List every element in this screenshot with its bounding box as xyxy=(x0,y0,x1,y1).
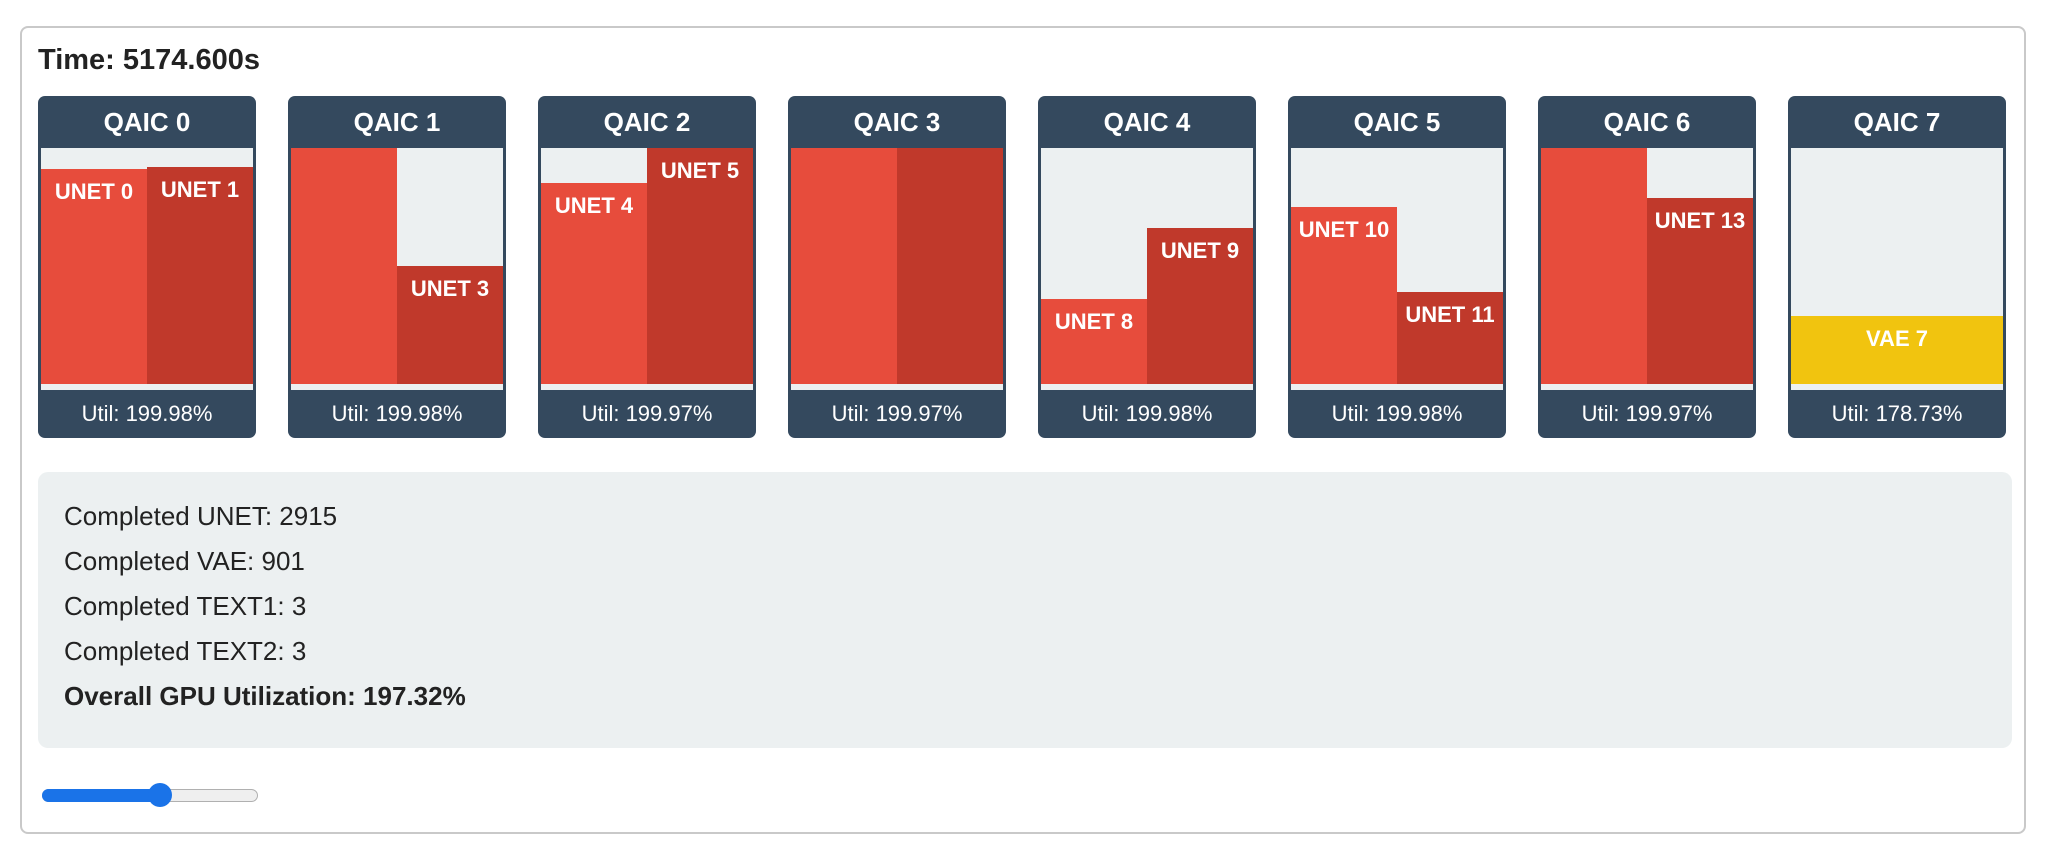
card-divider xyxy=(791,384,1003,390)
qaic-card-body: UNET 13 xyxy=(1541,148,1753,384)
card-divider xyxy=(41,384,253,390)
qaic-card-body: UNET 3 xyxy=(291,148,503,384)
card-divider xyxy=(1041,384,1253,390)
unet-block: UNET 4 xyxy=(541,183,647,384)
card-divider xyxy=(291,384,503,390)
qaic-card-util: Util: 199.98% xyxy=(1331,401,1463,426)
unet-block: UNET 1 xyxy=(147,167,253,384)
qaic-card-title: QAIC 0 xyxy=(103,107,191,137)
qaic-card-title: QAIC 5 xyxy=(1353,107,1441,137)
qaic-card-util: Util: 199.97% xyxy=(1581,401,1713,426)
qaic-card-2: QAIC 2 UNET 4 UNET 5 Util: 199.97% xyxy=(538,96,756,438)
card-divider xyxy=(1541,384,1753,390)
time-label: Time: 5174.600s xyxy=(38,44,260,76)
qaic-card-body: UNET 10 UNET 11 xyxy=(1291,148,1503,384)
completed-text2: Completed TEXT2: 3 xyxy=(64,636,307,666)
card-divider xyxy=(1291,384,1503,390)
qaic-card-grid: QAIC 0 UNET 0 UNET 1 Util: 199.98% QAIC 1 UNE… xyxy=(38,96,2012,438)
qaic-card-body: UNET 8 UNET 9 xyxy=(1041,148,1253,384)
qaic-card-0: QAIC 0 UNET 0 UNET 1 Util: 199.98% xyxy=(38,96,256,438)
qaic-card-title: QAIC 2 xyxy=(603,107,691,137)
unet-block xyxy=(897,148,1003,384)
qaic-card-3: QAIC 3 Util: 199.97% xyxy=(788,96,1006,438)
unet-block: UNET 0 xyxy=(41,169,147,384)
slider-thumb[interactable] xyxy=(148,783,172,807)
card-divider xyxy=(541,384,753,390)
time-slider[interactable] xyxy=(42,783,258,807)
qaic-card-body: VAE 7 xyxy=(1791,148,2003,384)
qaic-card-title: QAIC 6 xyxy=(1603,107,1691,137)
unet-block xyxy=(791,148,897,384)
qaic-card-7: QAIC 7 VAE 7 Util: 178.73% xyxy=(1788,96,2006,438)
completed-unet: Completed UNET: 2915 xyxy=(64,501,338,531)
qaic-card-5: QAIC 5 UNET 10 UNET 11 Util: 199.98% xyxy=(1288,96,1506,438)
qaic-card-title: QAIC 4 xyxy=(1103,107,1191,137)
unet-block xyxy=(1541,148,1647,384)
qaic-card-body: UNET 4 UNET 5 xyxy=(541,148,753,384)
unet-block xyxy=(291,148,397,384)
qaic-card-title: QAIC 3 xyxy=(853,107,941,137)
qaic-card-body xyxy=(791,148,1003,384)
qaic-card-util: Util: 199.98% xyxy=(81,401,213,426)
qaic-card-6: QAIC 6 UNET 13 Util: 199.97% xyxy=(1538,96,1756,438)
completed-vae: Completed VAE: 901 xyxy=(64,546,305,576)
qaic-card-body: UNET 0 UNET 1 xyxy=(41,148,253,384)
slider-fill xyxy=(42,789,160,802)
completed-text1: Completed TEXT1: 3 xyxy=(64,591,307,621)
unet-block: UNET 10 xyxy=(1291,207,1397,384)
qaic-card-util: Util: 199.97% xyxy=(581,401,713,426)
qaic-card-title: QAIC 1 xyxy=(353,107,441,137)
qaic-card-util: Util: 199.98% xyxy=(331,401,463,426)
unet-block: UNET 9 xyxy=(1147,228,1253,384)
qaic-card-util: Util: 199.97% xyxy=(831,401,963,426)
overall-gpu-utilization: Overall GPU Utilization: 197.32% xyxy=(64,681,466,711)
stats-panel: Completed UNET: 2915 Completed VAE: 901 … xyxy=(38,472,2012,748)
unet-block: UNET 3 xyxy=(397,266,503,384)
qaic-card-util: Util: 178.73% xyxy=(1831,401,1963,426)
unet-block: UNET 8 xyxy=(1041,299,1147,384)
unet-block: UNET 13 xyxy=(1647,198,1753,384)
vae-block: VAE 7 xyxy=(1791,316,2003,384)
unet-block: UNET 11 xyxy=(1397,292,1503,384)
qaic-card-1: QAIC 1 UNET 3 Util: 199.98% xyxy=(288,96,506,438)
unet-block: UNET 5 xyxy=(647,148,753,384)
qaic-card-4: QAIC 4 UNET 8 UNET 9 Util: 199.98% xyxy=(1038,96,1256,438)
qaic-card-util: Util: 199.98% xyxy=(1081,401,1213,426)
card-divider xyxy=(1791,384,2003,390)
qaic-card-title: QAIC 7 xyxy=(1853,107,1941,137)
